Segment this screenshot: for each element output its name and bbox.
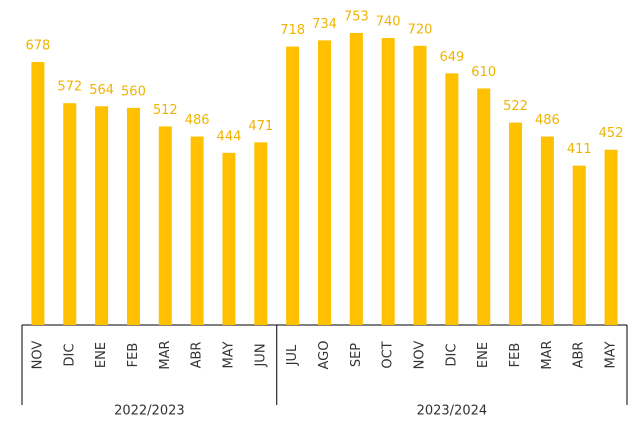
bar (413, 45, 427, 325)
bar (190, 136, 204, 325)
bar (318, 40, 331, 326)
data-label: 444 (217, 129, 242, 144)
x-tick-label: NOV (413, 341, 428, 370)
data-label: 753 (344, 10, 369, 25)
x-tick-label: SEP (349, 343, 364, 367)
x-tick-label: NOV (30, 341, 45, 370)
x-tick-label: ENE (94, 342, 109, 368)
data-label: 486 (185, 113, 210, 128)
data-label: 512 (153, 103, 178, 118)
x-tick-label: MAR (540, 340, 555, 369)
x-tick-label: FEB (126, 343, 141, 368)
x-tick-label: ENE (476, 342, 491, 368)
bar (381, 38, 395, 325)
bar (540, 136, 554, 325)
x-tick-label: AGO (317, 341, 332, 370)
group-label: 2022/2023 (114, 404, 185, 419)
bar (254, 142, 268, 325)
x-tick-label: ABR (190, 342, 205, 369)
bar (349, 33, 363, 325)
x-tick-label: OCT (381, 341, 396, 368)
data-label: 560 (121, 84, 146, 99)
data-label: 486 (535, 113, 560, 128)
bar (477, 88, 491, 326)
data-label: 734 (312, 17, 337, 32)
bar (222, 152, 236, 325)
x-tick-label: MAY (221, 341, 236, 368)
x-tick-label: ABR (572, 342, 587, 369)
data-label: 564 (89, 83, 114, 98)
x-tick-label: FEB (508, 343, 523, 368)
data-label: 649 (439, 50, 464, 65)
data-label: 572 (57, 80, 82, 95)
data-label: 452 (599, 126, 624, 141)
bar (126, 107, 140, 325)
data-label: 678 (26, 39, 51, 54)
bar (63, 103, 77, 326)
bar (95, 106, 109, 326)
group-label: 2023/2024 (417, 404, 488, 419)
x-tick-label: JUN (253, 343, 268, 367)
data-label: 718 (280, 23, 305, 38)
bar (604, 149, 618, 325)
x-tick-label: MAR (158, 340, 173, 369)
x-tick-label: DIC (444, 344, 459, 367)
data-label: 411 (567, 142, 592, 157)
data-label: 471 (248, 119, 273, 134)
data-label: 610 (471, 65, 496, 80)
bar (31, 62, 45, 325)
x-tick-label: JUL (285, 344, 300, 366)
bar (572, 165, 586, 325)
bar (158, 126, 172, 326)
bar (286, 46, 300, 325)
x-tick-label: MAY (604, 341, 619, 368)
data-label: 720 (408, 22, 433, 37)
bar (509, 122, 523, 325)
data-label: 740 (376, 15, 401, 30)
bar (445, 73, 459, 325)
data-label: 522 (503, 99, 528, 114)
x-tick-label: DIC (62, 344, 77, 367)
